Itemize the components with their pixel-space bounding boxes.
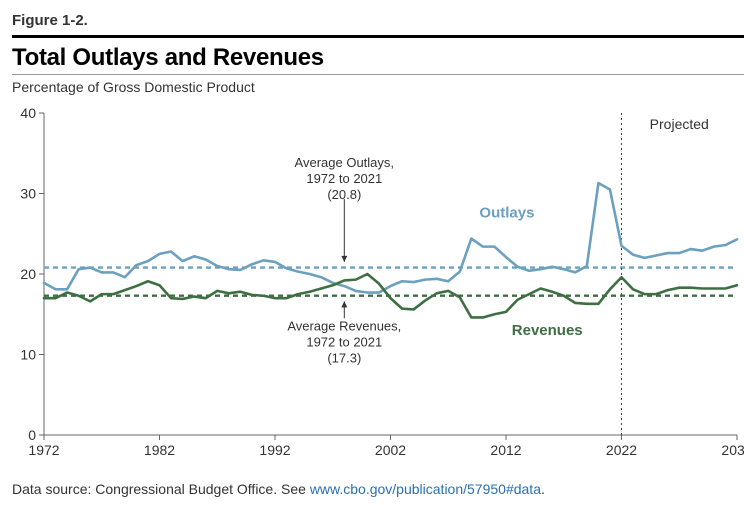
figure-number: Figure 1-2. xyxy=(12,12,744,29)
svg-text:2022: 2022 xyxy=(606,442,637,458)
footer-suffix: . xyxy=(541,481,545,497)
footer-link[interactable]: www.cbo.gov/publication/57950#data xyxy=(310,481,541,497)
chart-area: 0 10 20 30 40 1972 1982 1992 2002 2012 2022 2032 Out… xyxy=(12,105,744,465)
chart-svg: 0 10 20 30 40 1972 1982 1992 2002 2012 2022 2032 Out… xyxy=(12,105,744,465)
svg-text:30: 30 xyxy=(20,186,36,202)
svg-text:Average Revenues,: Average Revenues, xyxy=(287,318,401,333)
title-rule xyxy=(12,35,744,38)
svg-text:Outlays: Outlays xyxy=(479,205,534,222)
footer-prefix: Data source: Congressional Budget Office… xyxy=(12,481,310,497)
svg-text:2032: 2032 xyxy=(721,442,744,458)
svg-text:Projected: Projected xyxy=(650,116,709,132)
svg-text:2002: 2002 xyxy=(375,442,406,458)
svg-text:10: 10 xyxy=(20,347,36,363)
chart-subtitle: Percentage of Gross Domestic Product xyxy=(12,79,744,95)
footer: Data source: Congressional Budget Office… xyxy=(12,481,545,497)
subtitle-rule xyxy=(12,74,744,75)
svg-text:0: 0 xyxy=(28,427,36,443)
svg-text:1982: 1982 xyxy=(144,442,175,458)
svg-text:1972 to 2021: 1972 to 2021 xyxy=(306,171,382,186)
svg-text:Revenues: Revenues xyxy=(512,322,583,339)
figure-container: Figure 1-2. Total Outlays and Revenues P… xyxy=(0,0,744,505)
svg-text:Average Outlays,: Average Outlays, xyxy=(295,155,394,170)
svg-text:1972: 1972 xyxy=(28,442,59,458)
svg-text:1972 to 2021: 1972 to 2021 xyxy=(306,334,382,349)
svg-text:20: 20 xyxy=(20,266,36,282)
chart-title: Total Outlays and Revenues xyxy=(12,44,744,72)
svg-text:40: 40 xyxy=(20,105,36,121)
svg-text:(17.3): (17.3) xyxy=(327,350,361,365)
svg-text:1992: 1992 xyxy=(259,442,290,458)
svg-text:2012: 2012 xyxy=(490,442,521,458)
